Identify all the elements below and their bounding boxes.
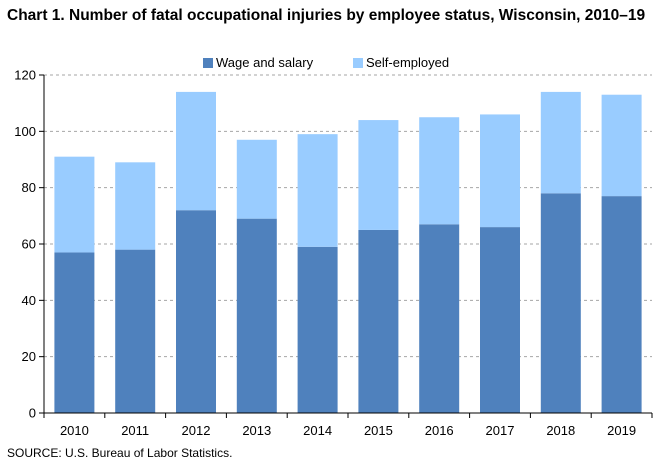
y-tick-label: 40: [22, 293, 36, 308]
x-tick-label: 2011: [121, 423, 149, 438]
bar-self-employed: [236, 139, 277, 219]
x-tick-label: 2019: [607, 423, 636, 438]
y-tick-label: 60: [22, 237, 36, 252]
bar-self-employed: [601, 94, 642, 197]
y-tick-label: 20: [22, 349, 36, 364]
x-tick-label: 2010: [60, 423, 89, 438]
y-tick-label: 80: [22, 180, 36, 195]
bar-wage-and-salary: [115, 249, 156, 413]
bar-wage-and-salary: [601, 196, 642, 413]
y-tick-label: 0: [29, 406, 36, 421]
bar-self-employed: [540, 91, 581, 194]
bar-wage-and-salary: [480, 227, 520, 413]
bar-wage-and-salary: [54, 252, 95, 413]
bar-wage-and-salary: [358, 229, 399, 413]
x-tick-label: 2018: [546, 423, 575, 438]
legend-swatch-wage-and-salary: [203, 58, 213, 68]
x-tick-label: 2016: [425, 423, 454, 438]
bar-self-employed: [176, 91, 216, 211]
bar-self-employed: [115, 162, 156, 250]
bar-wage-and-salary: [419, 224, 460, 413]
legend-swatch-self-employed: [353, 58, 363, 68]
legend-label-self-employed: Self-employed: [366, 55, 449, 70]
y-tick-label: 120: [14, 68, 36, 83]
y-tick-label: 100: [14, 124, 36, 139]
bar-self-employed: [419, 117, 460, 225]
x-tick-label: 2013: [242, 423, 271, 438]
bar-wage-and-salary: [540, 193, 581, 413]
bar-self-employed: [54, 156, 95, 253]
x-tick-label: 2015: [364, 423, 393, 438]
bar-wage-and-salary: [297, 246, 338, 413]
chart-title: Chart 1. Number of fatal occupational in…: [7, 7, 646, 24]
bar-self-employed: [358, 120, 399, 230]
bar-wage-and-salary: [236, 218, 277, 413]
source-note: SOURCE: U.S. Bureau of Labor Statistics.: [7, 446, 233, 460]
legend-label-wage-and-salary: Wage and salary: [216, 55, 314, 70]
bar-self-employed: [480, 114, 520, 228]
bar-wage-and-salary: [176, 210, 216, 413]
x-tick-label: 2017: [486, 423, 515, 438]
x-tick-label: 2014: [303, 423, 332, 438]
bar-self-employed: [297, 134, 338, 247]
x-tick-label: 2012: [182, 423, 211, 438]
